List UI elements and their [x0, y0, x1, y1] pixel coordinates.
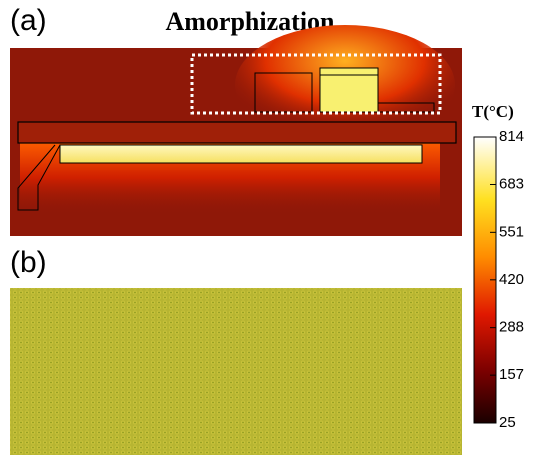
tick-label: 683 [499, 175, 524, 192]
panel-label: (a) [10, 4, 47, 37]
tick-label: 157 [499, 366, 524, 383]
tick-label: 814 [499, 128, 524, 145]
colorbar-title: T(°C) [472, 102, 514, 121]
tick-label: 551 [499, 223, 524, 240]
tick-label: 25 [499, 414, 516, 431]
panel-a-image [10, 25, 462, 236]
tick-label: 420 [499, 271, 524, 288]
panel-label: (b) [10, 246, 47, 279]
panel-b-image [10, 288, 462, 455]
tick-label: 288 [499, 319, 524, 336]
